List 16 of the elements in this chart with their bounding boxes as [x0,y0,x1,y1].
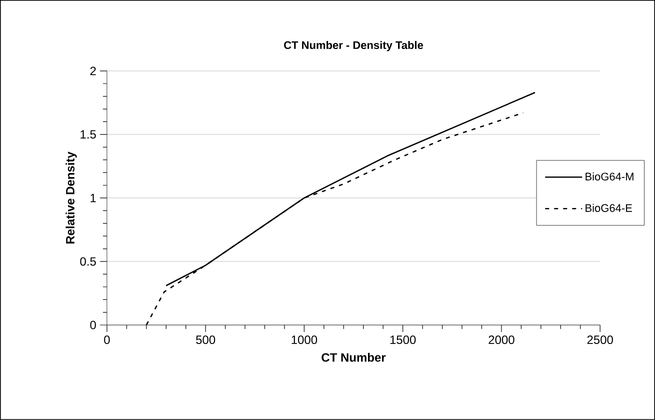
legend-label: BioG64-E [586,204,632,212]
chart-title: CT Number - Density Table [284,41,424,52]
y-tick-label: 0 [90,320,96,330]
y-tick-label: 1 [90,194,96,202]
x-tick-label: 1500 [390,336,416,344]
x-tick-label: 2000 [488,336,514,344]
x-tick-label: 500 [196,336,216,344]
y-tick-label: 0.5 [80,257,96,266]
y-tick-label: 2 [90,66,96,76]
x-axis-title: CT Number [322,352,386,362]
x-tick-label: 0 [104,336,110,344]
y-tick-label: 1.5 [80,130,96,139]
x-tick-label: 2500 [587,336,613,344]
y-axis-title: Relative Density [66,152,77,244]
legend-label: BioG64-M [586,172,634,181]
x-tick-label: 1000 [292,336,318,344]
